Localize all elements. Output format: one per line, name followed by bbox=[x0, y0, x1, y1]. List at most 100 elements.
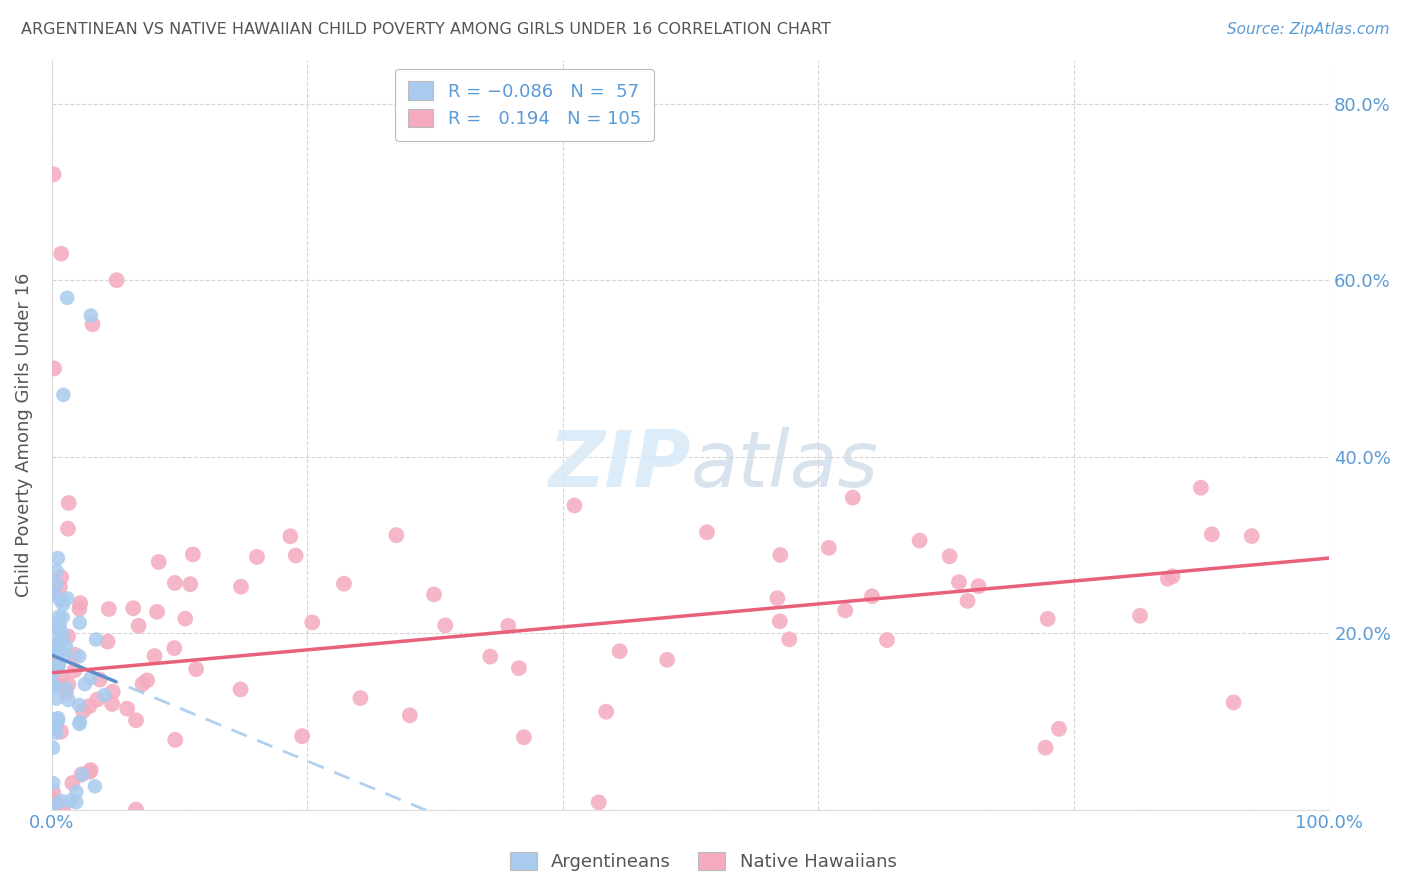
Text: Source: ZipAtlas.com: Source: ZipAtlas.com bbox=[1226, 22, 1389, 37]
Text: ZIP: ZIP bbox=[548, 426, 690, 502]
Point bbox=[44, 720, 66, 734]
Point bbox=[399, 708, 422, 723]
Point bbox=[73, 677, 96, 691]
Point bbox=[184, 662, 207, 676]
Point bbox=[52, 627, 75, 641]
Point bbox=[908, 533, 931, 548]
Legend: Argentineans, Native Hawaiians: Argentineans, Native Hawaiians bbox=[502, 845, 904, 879]
Point bbox=[79, 671, 101, 685]
Point bbox=[63, 663, 86, 677]
Point bbox=[58, 496, 80, 510]
Point bbox=[49, 593, 72, 607]
Point bbox=[1189, 481, 1212, 495]
Point bbox=[496, 619, 519, 633]
Point bbox=[52, 803, 75, 817]
Point bbox=[1201, 527, 1223, 541]
Point bbox=[842, 491, 865, 505]
Point bbox=[246, 549, 269, 564]
Text: atlas: atlas bbox=[690, 426, 879, 502]
Point bbox=[778, 632, 800, 647]
Point bbox=[513, 731, 536, 745]
Point bbox=[69, 714, 91, 729]
Point bbox=[52, 610, 75, 624]
Point bbox=[58, 677, 80, 691]
Point bbox=[163, 576, 186, 591]
Point bbox=[696, 525, 718, 540]
Point bbox=[49, 724, 72, 739]
Point bbox=[148, 555, 170, 569]
Point bbox=[84, 632, 107, 647]
Point bbox=[45, 623, 67, 637]
Point bbox=[72, 704, 94, 718]
Point bbox=[479, 649, 502, 664]
Point bbox=[67, 717, 90, 731]
Point bbox=[97, 602, 120, 616]
Point bbox=[1129, 608, 1152, 623]
Point bbox=[948, 575, 970, 590]
Point bbox=[46, 551, 69, 566]
Point bbox=[80, 309, 103, 323]
Point bbox=[595, 705, 617, 719]
Point bbox=[63, 648, 86, 662]
Point bbox=[55, 681, 77, 696]
Point bbox=[79, 699, 101, 714]
Point bbox=[423, 587, 446, 601]
Point bbox=[51, 246, 73, 260]
Point bbox=[86, 692, 108, 706]
Point bbox=[45, 641, 67, 656]
Point bbox=[46, 644, 69, 658]
Point bbox=[333, 576, 356, 591]
Point bbox=[83, 779, 105, 793]
Point bbox=[42, 659, 65, 673]
Point bbox=[45, 576, 67, 591]
Point bbox=[44, 616, 66, 631]
Point bbox=[70, 767, 93, 781]
Point bbox=[165, 732, 187, 747]
Point bbox=[301, 615, 323, 630]
Point bbox=[1161, 569, 1184, 583]
Point bbox=[42, 794, 65, 808]
Point bbox=[105, 273, 128, 287]
Point bbox=[967, 579, 990, 593]
Point bbox=[46, 711, 69, 725]
Point bbox=[143, 648, 166, 663]
Point bbox=[44, 795, 66, 809]
Point bbox=[42, 666, 65, 681]
Point bbox=[163, 641, 186, 656]
Point bbox=[101, 697, 124, 711]
Point bbox=[45, 564, 67, 578]
Point bbox=[42, 361, 65, 376]
Point bbox=[125, 803, 148, 817]
Point bbox=[1240, 529, 1263, 543]
Point bbox=[44, 680, 66, 694]
Point bbox=[55, 639, 77, 653]
Point bbox=[42, 647, 65, 661]
Point bbox=[48, 637, 70, 651]
Point bbox=[42, 785, 65, 799]
Point bbox=[49, 794, 72, 808]
Point bbox=[136, 673, 159, 688]
Point bbox=[52, 598, 75, 612]
Point bbox=[291, 729, 314, 743]
Point bbox=[46, 638, 69, 652]
Point bbox=[860, 589, 883, 603]
Point bbox=[42, 680, 65, 694]
Point bbox=[46, 714, 69, 728]
Point bbox=[46, 620, 69, 634]
Point bbox=[1157, 572, 1180, 586]
Point bbox=[48, 633, 70, 648]
Point bbox=[42, 776, 65, 790]
Point bbox=[67, 698, 90, 712]
Point bbox=[278, 529, 301, 543]
Point bbox=[59, 794, 82, 808]
Point bbox=[125, 713, 148, 727]
Point bbox=[65, 795, 87, 809]
Point bbox=[44, 721, 66, 735]
Point bbox=[55, 685, 77, 699]
Point bbox=[56, 522, 79, 536]
Point bbox=[131, 677, 153, 691]
Point bbox=[42, 167, 65, 181]
Point bbox=[65, 785, 87, 799]
Point bbox=[876, 633, 898, 648]
Point bbox=[42, 740, 65, 755]
